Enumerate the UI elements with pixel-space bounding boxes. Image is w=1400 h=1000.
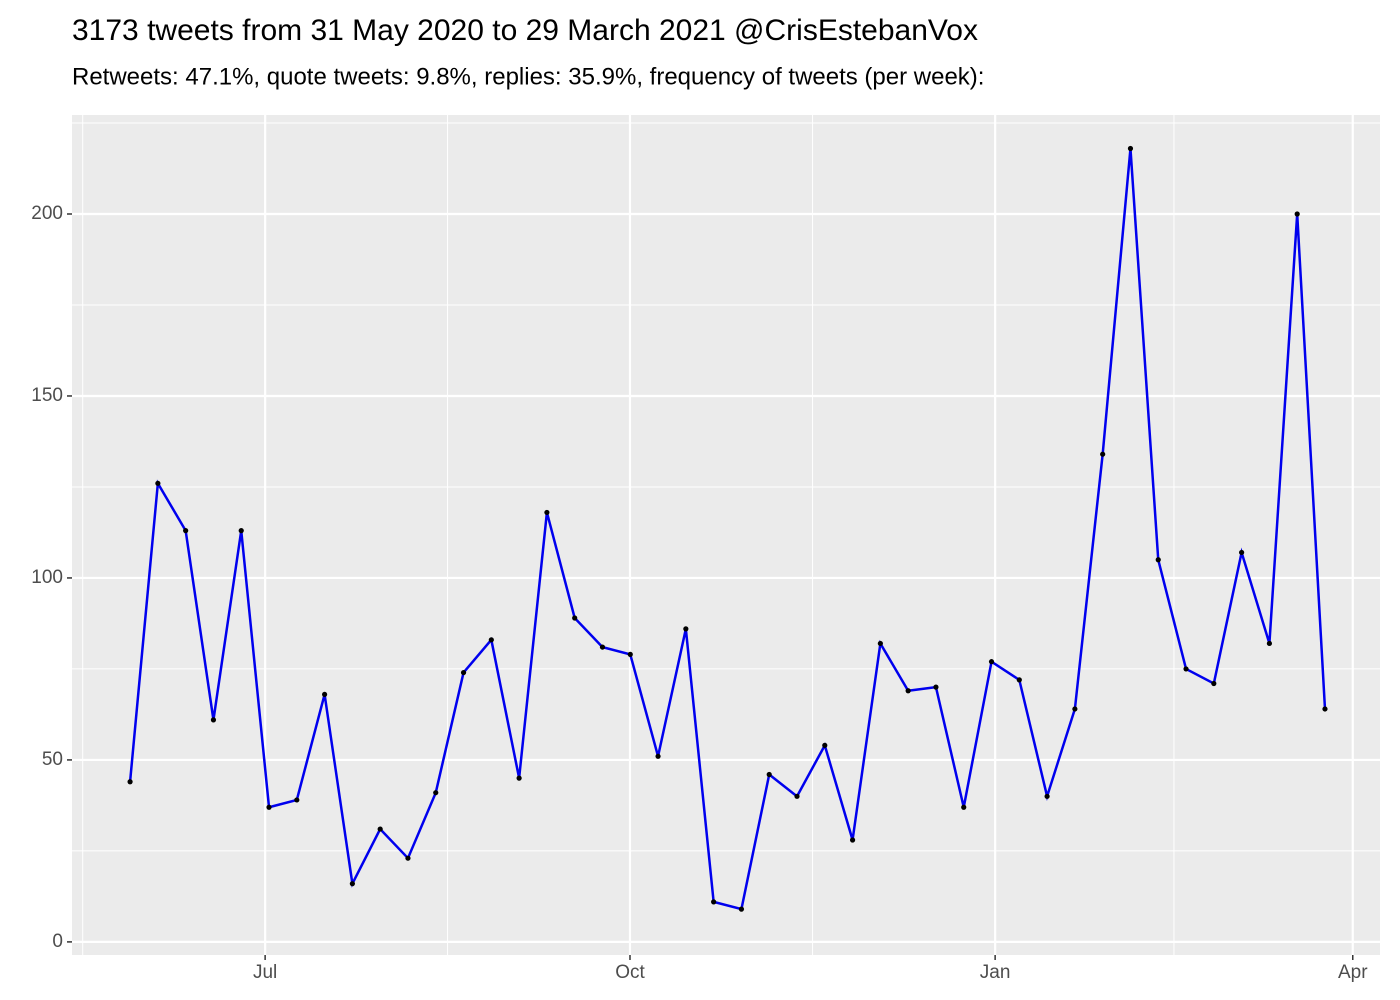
data-point bbox=[238, 528, 244, 534]
data-point bbox=[1016, 677, 1022, 683]
data-point bbox=[1155, 557, 1161, 563]
data-point bbox=[794, 793, 800, 799]
data-point bbox=[1322, 706, 1328, 712]
data-point bbox=[377, 826, 383, 832]
data-point bbox=[210, 717, 217, 723]
plot-panel bbox=[72, 115, 1380, 955]
y-tick-label: 150 bbox=[31, 385, 63, 406]
data-point bbox=[599, 644, 606, 650]
data-point bbox=[933, 684, 939, 690]
x-tick-label: Oct bbox=[615, 962, 645, 983]
y-tick-label: 200 bbox=[31, 203, 63, 224]
data-point bbox=[1100, 451, 1106, 457]
data-point bbox=[572, 615, 578, 621]
data-point bbox=[988, 659, 995, 665]
data-line bbox=[128, 148, 1327, 911]
data-point bbox=[266, 804, 272, 810]
data-point bbox=[183, 528, 189, 534]
data-point bbox=[655, 753, 661, 759]
data-point bbox=[683, 626, 689, 632]
data-point bbox=[738, 906, 745, 912]
y-tick-label: 0 bbox=[52, 931, 63, 952]
data-point bbox=[127, 779, 133, 785]
y-tick-label: 50 bbox=[42, 749, 63, 770]
x-tick-label: Apr bbox=[1338, 962, 1368, 983]
data-point bbox=[822, 742, 828, 748]
y-tick-label: 100 bbox=[31, 567, 63, 588]
data-point bbox=[849, 837, 856, 843]
data-point bbox=[627, 651, 633, 657]
data-point bbox=[405, 855, 411, 861]
data-point bbox=[1183, 666, 1189, 672]
data-point bbox=[1239, 549, 1245, 556]
data-point bbox=[294, 797, 300, 803]
data-point bbox=[877, 640, 883, 647]
data-point bbox=[544, 509, 550, 516]
data-point bbox=[1127, 145, 1134, 152]
data-point bbox=[1266, 640, 1273, 647]
data-point bbox=[155, 480, 161, 486]
data-point bbox=[961, 804, 967, 810]
data-point bbox=[516, 775, 522, 781]
data-point bbox=[905, 688, 911, 694]
data-point bbox=[1294, 211, 1300, 217]
data-point bbox=[321, 691, 328, 698]
data-point bbox=[711, 899, 717, 905]
x-tick-label: Jan bbox=[980, 962, 1011, 983]
data-point bbox=[433, 790, 439, 796]
data-point bbox=[1044, 793, 1050, 799]
data-point bbox=[766, 771, 772, 778]
data-point bbox=[1211, 680, 1217, 687]
data-point bbox=[460, 669, 467, 676]
chart-title: 3173 tweets from 31 May 2020 to 29 March… bbox=[72, 14, 978, 47]
data-point bbox=[349, 881, 355, 887]
chart-subtitle: Retweets: 47.1%, quote tweets: 9.8%, rep… bbox=[72, 63, 984, 90]
data-point bbox=[488, 637, 494, 643]
data-point bbox=[1072, 706, 1078, 712]
x-tick-label: Jul bbox=[253, 962, 277, 983]
